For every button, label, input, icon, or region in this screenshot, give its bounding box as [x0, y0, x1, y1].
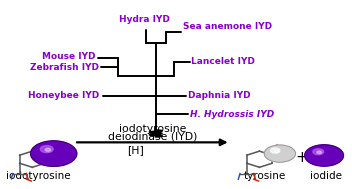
Circle shape: [305, 145, 344, 166]
Text: +: +: [296, 150, 308, 165]
Text: Mouse IYD: Mouse IYD: [42, 52, 95, 60]
Text: iodotyrosine: iodotyrosine: [6, 171, 71, 181]
Text: [H]: [H]: [127, 145, 144, 155]
Circle shape: [45, 148, 51, 151]
Circle shape: [317, 151, 322, 153]
Text: H. Hydrossis IYD: H. Hydrossis IYD: [190, 110, 274, 119]
Circle shape: [313, 149, 324, 155]
Circle shape: [275, 150, 279, 153]
Text: Lancelet IYD: Lancelet IYD: [191, 57, 255, 66]
Text: Sea anemone IYD: Sea anemone IYD: [183, 22, 272, 30]
Text: Hydra IYD: Hydra IYD: [119, 15, 170, 24]
Text: Zebrafish IYD: Zebrafish IYD: [30, 63, 99, 72]
Text: deiodinase (IYD): deiodinase (IYD): [108, 131, 197, 141]
Circle shape: [31, 141, 77, 166]
Circle shape: [264, 145, 296, 162]
Text: iodide: iodide: [310, 171, 342, 181]
Text: iodotyrosine: iodotyrosine: [119, 124, 186, 134]
Text: tyrosine: tyrosine: [244, 171, 286, 181]
Circle shape: [40, 146, 53, 153]
Circle shape: [270, 148, 280, 153]
Text: Honeybee IYD: Honeybee IYD: [29, 91, 100, 100]
Text: Daphnia IYD: Daphnia IYD: [188, 91, 251, 100]
